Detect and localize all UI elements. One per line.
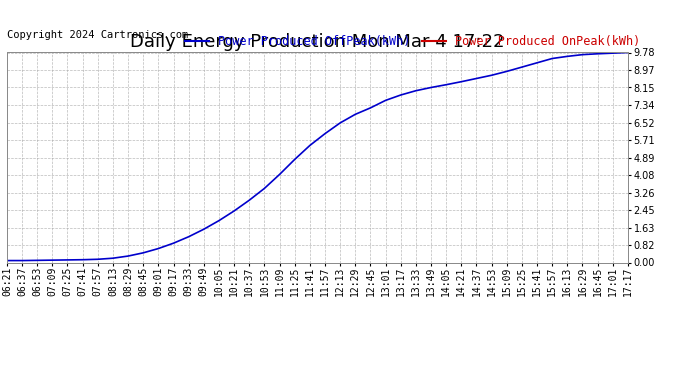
Title: Daily Energy Production Mon Mar 4 17:22: Daily Energy Production Mon Mar 4 17:22 — [130, 33, 504, 51]
Text: Copyright 2024 Cartronics.com: Copyright 2024 Cartronics.com — [7, 30, 188, 40]
Legend: Power Produced OffPeak(kWh), Power Produced OnPeak(kWh): Power Produced OffPeak(kWh), Power Produ… — [181, 30, 645, 52]
